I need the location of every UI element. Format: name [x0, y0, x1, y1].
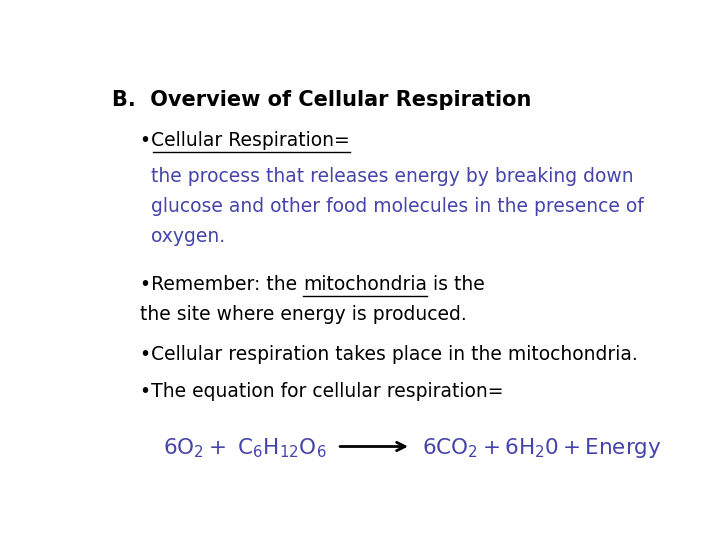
Text: mitochondria: mitochondria — [303, 275, 428, 294]
Text: $\mathsf{6CO_2 + 6H_2}$$\mathsf{0 + Energy}$: $\mathsf{6CO_2 + 6H_2}$$\mathsf{0 + Ener… — [422, 436, 662, 460]
Text: •The equation for cellular respiration=: •The equation for cellular respiration= — [140, 382, 504, 401]
Text: •Cellular Respiration=: •Cellular Respiration= — [140, 131, 350, 150]
Text: glucose and other food molecules in the presence of: glucose and other food molecules in the … — [151, 197, 644, 215]
Text: $\mathsf{6O_2 + \ C_6H_{12}O_6}$: $\mathsf{6O_2 + \ C_6H_{12}O_6}$ — [163, 436, 326, 460]
Text: oxygen.: oxygen. — [151, 227, 225, 246]
Text: the site where energy is produced.: the site where energy is produced. — [140, 305, 467, 324]
Text: B.  Overview of Cellular Respiration: B. Overview of Cellular Respiration — [112, 90, 531, 110]
Text: •Cellular respiration takes place in the mitochondria.: •Cellular respiration takes place in the… — [140, 345, 638, 363]
Text: the process that releases energy by breaking down: the process that releases energy by brea… — [151, 167, 634, 186]
Text: is the: is the — [428, 275, 485, 294]
Text: •Remember: the: •Remember: the — [140, 275, 303, 294]
